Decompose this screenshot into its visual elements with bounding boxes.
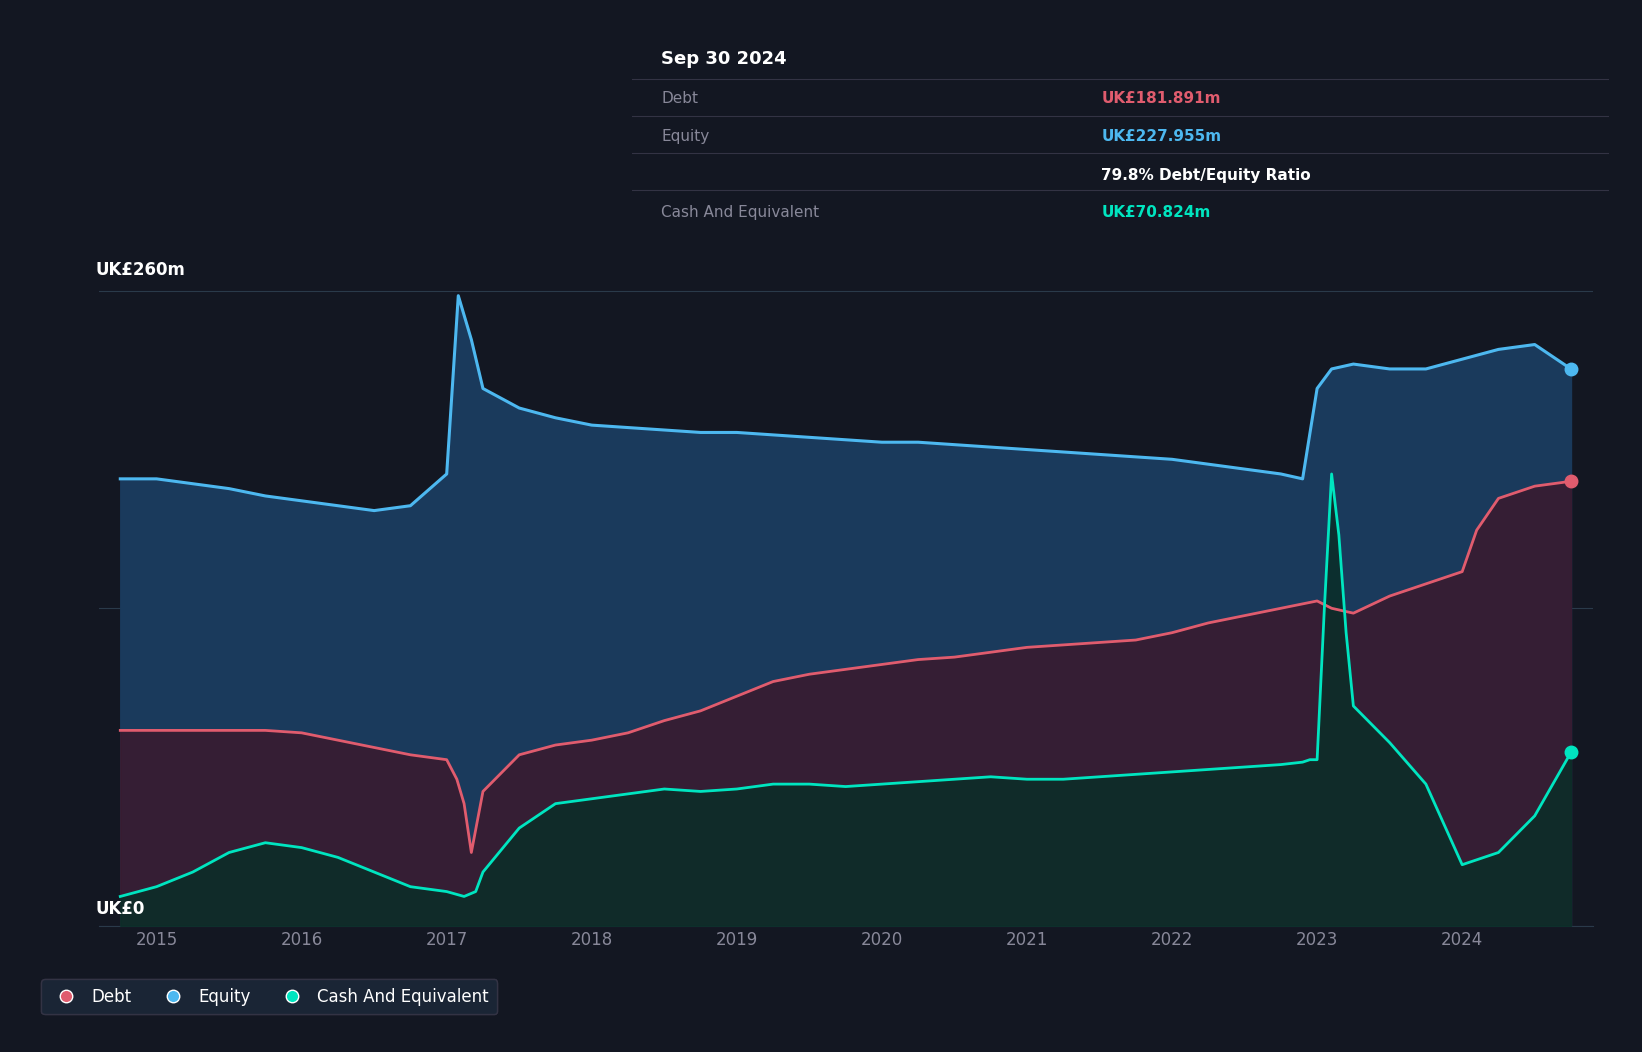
- Text: UK£260m: UK£260m: [95, 261, 186, 279]
- Text: UK£0: UK£0: [95, 901, 144, 918]
- Text: Cash And Equivalent: Cash And Equivalent: [662, 205, 819, 220]
- Text: UK£70.824m: UK£70.824m: [1102, 205, 1210, 220]
- Text: Sep 30 2024: Sep 30 2024: [662, 49, 787, 67]
- Text: Debt: Debt: [662, 90, 698, 105]
- Legend: Debt, Equity, Cash And Equivalent: Debt, Equity, Cash And Equivalent: [41, 979, 498, 1014]
- Text: Equity: Equity: [662, 129, 709, 144]
- Text: 79.8% Debt/Equity Ratio: 79.8% Debt/Equity Ratio: [1102, 168, 1310, 183]
- Text: UK£227.955m: UK£227.955m: [1102, 129, 1222, 144]
- Text: UK£181.891m: UK£181.891m: [1102, 90, 1220, 105]
